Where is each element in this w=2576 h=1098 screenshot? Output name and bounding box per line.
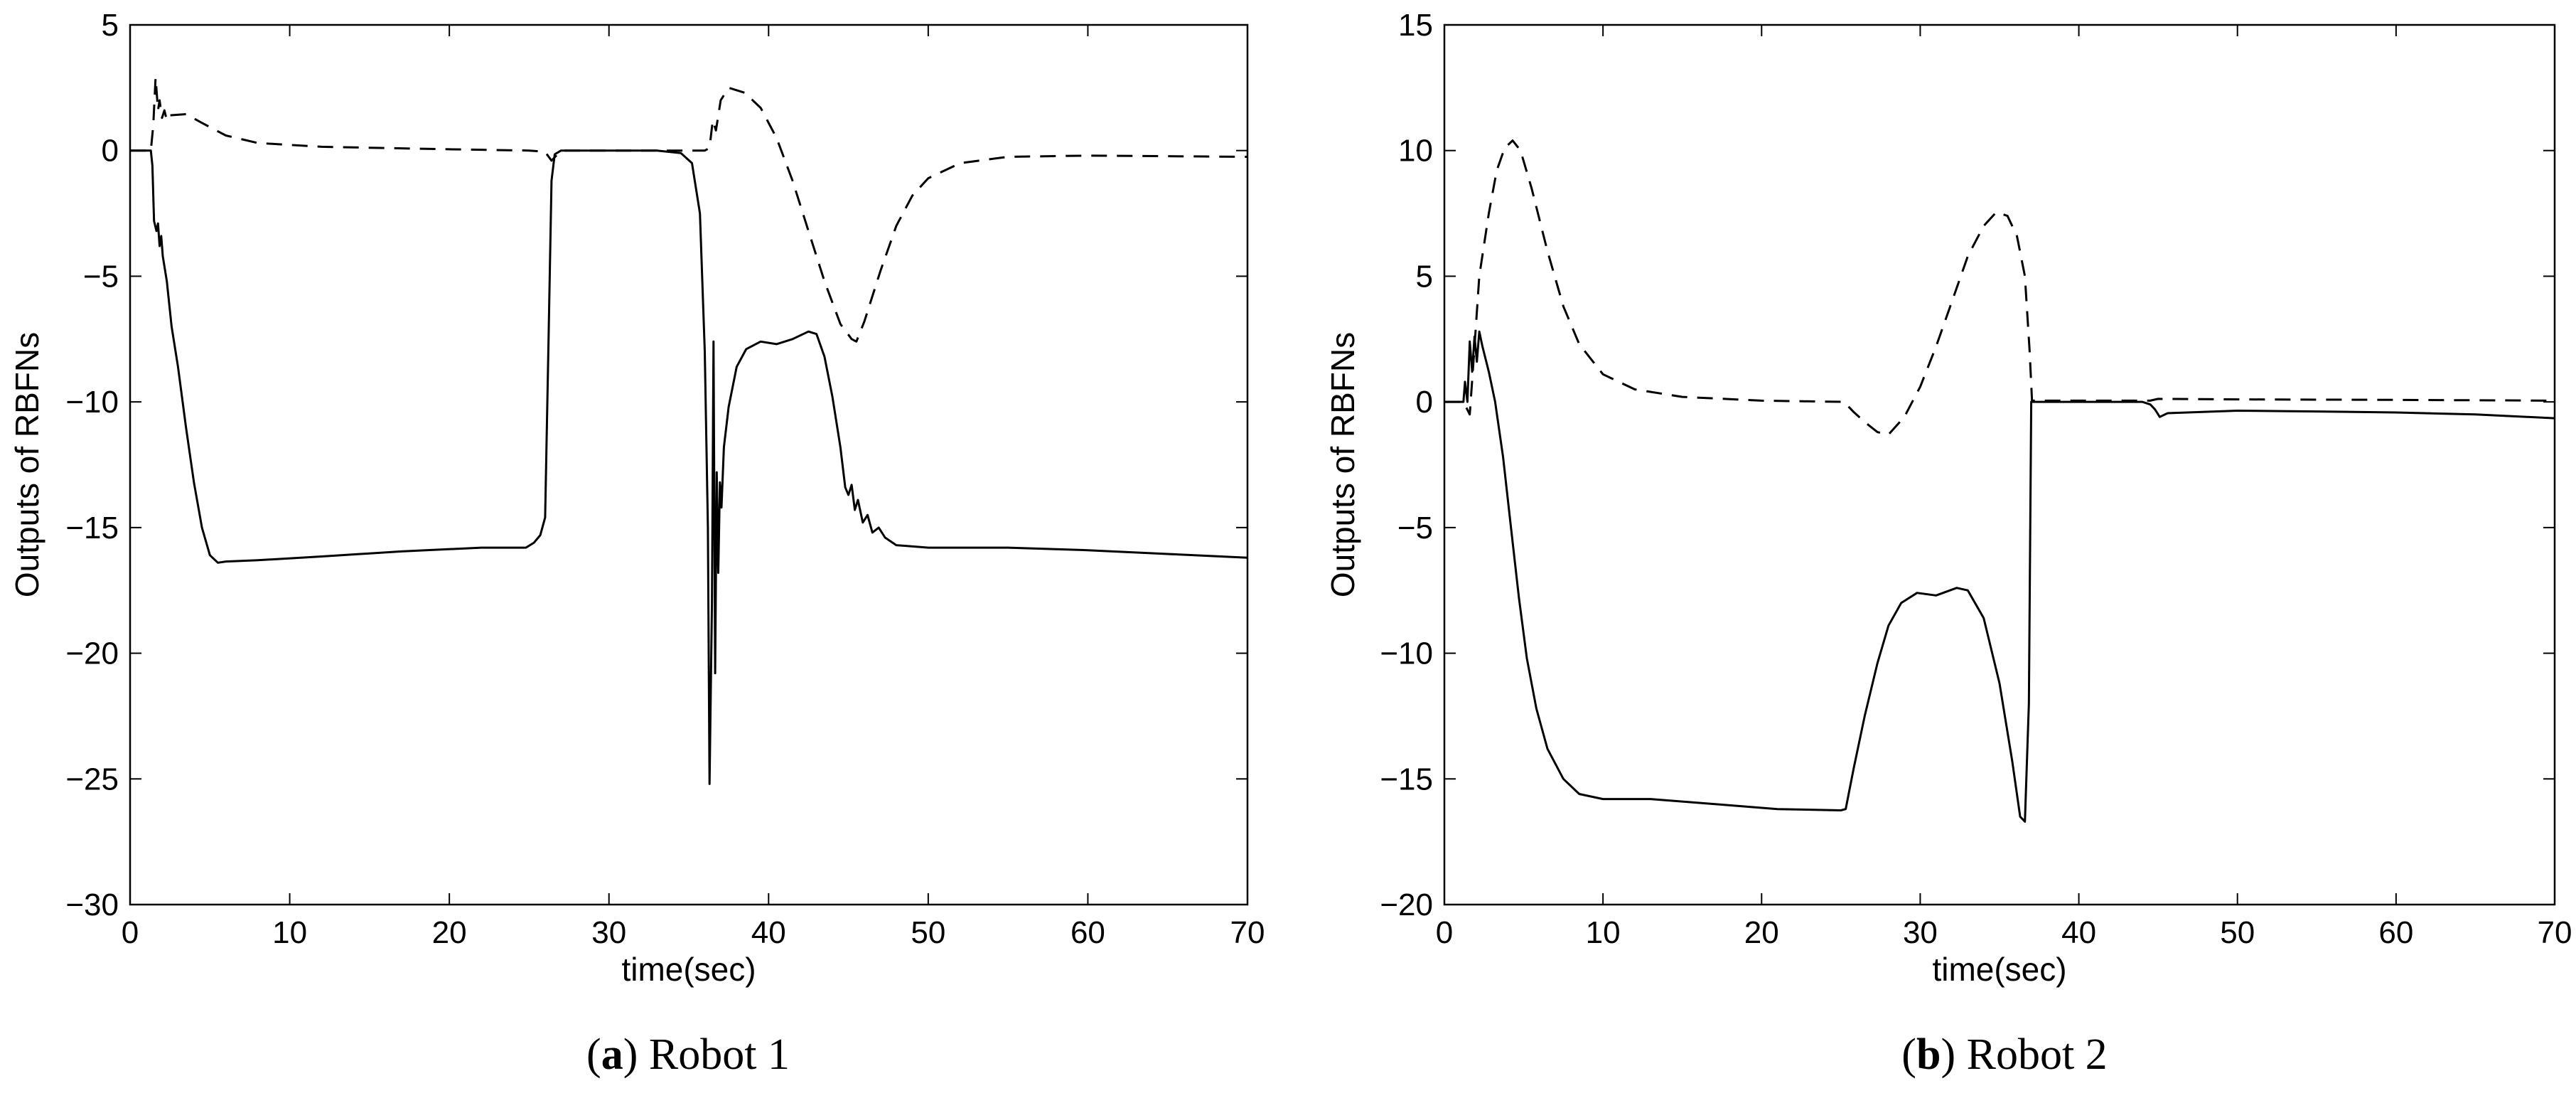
caption-robot-1: (a) Robot 1 [586,1030,790,1079]
x-tick-label: 70 [1230,915,1265,950]
y-tick-label: −20 [65,636,119,671]
y-tick-label: −10 [65,385,119,420]
chart-robot-2: 0 10 20 30 40 50 60 70 −20 −15 −10 −5 0 5 10 15 time(sec… [1324,8,2572,988]
x-tick-label: 70 [2538,915,2572,950]
y-tick-label: −5 [83,259,119,294]
caption-text: Robot 2 [1967,1030,2108,1079]
dashed-series-line [1444,139,2555,436]
x-axis-label: time(sec) [1932,951,2066,988]
x-axis-label: time(sec) [621,951,756,988]
y-tick-label: −30 [65,888,119,922]
x-tick-label: 30 [591,915,626,950]
y-axis-label: Outputs of RBFNs [1324,332,1361,597]
x-tick-label: 20 [432,915,467,950]
x-tick-label: 50 [911,915,945,950]
caption-letter: a [601,1030,623,1079]
y-tick-label: 0 [102,134,119,169]
x-tick-label: 40 [2061,915,2096,950]
svg-text:(a) Robot 1: (a) Robot 1 [586,1030,790,1079]
x-tick-label: 10 [272,915,307,950]
x-tick-label: 0 [1436,915,1453,950]
y-tick-label: 10 [1398,134,1433,169]
x-tick-label: 60 [1070,915,1105,950]
caption-letter: b [1916,1030,1941,1079]
x-tick-label: 60 [2378,915,2413,950]
y-tick-label: −15 [1380,762,1433,796]
caption-text: Robot 1 [649,1030,790,1079]
x-tick-label: 30 [1903,915,1938,950]
solid-series-line [130,149,1248,785]
y-tick-label: 15 [1398,8,1433,43]
caption-robot-2: (b) Robot 2 [1901,1030,2107,1079]
chart-robot-1: 0 10 20 30 40 50 60 70 −30 −25 −20 −15 −10 −5 0 5 time(s… [9,8,1265,988]
y-tick-label: −10 [1380,636,1433,671]
y-tick-label: −25 [65,762,119,796]
x-tick-label: 50 [2220,915,2255,950]
x-tick-label: 20 [1744,915,1779,950]
dashed-series-line [130,76,1248,343]
y-tick-label: −5 [1397,511,1433,545]
x-tick-label: 10 [1586,915,1621,950]
y-tick-label: 5 [1416,259,1433,294]
y-axis-label: Outputs of RBFNs [9,332,45,597]
y-tick-label: −20 [1380,888,1433,922]
plot-frame [129,23,1249,906]
y-tick-label: 0 [1416,385,1433,420]
solid-series-line [1444,330,2555,823]
svg-text:(b) Robot 2: (b) Robot 2 [1901,1030,2107,1079]
y-tick-label: −15 [65,511,119,545]
x-tick-label: 40 [751,915,786,950]
y-tick-label: 5 [102,8,119,43]
x-tick-label: 0 [122,915,139,950]
plot-frame [1443,23,2556,906]
